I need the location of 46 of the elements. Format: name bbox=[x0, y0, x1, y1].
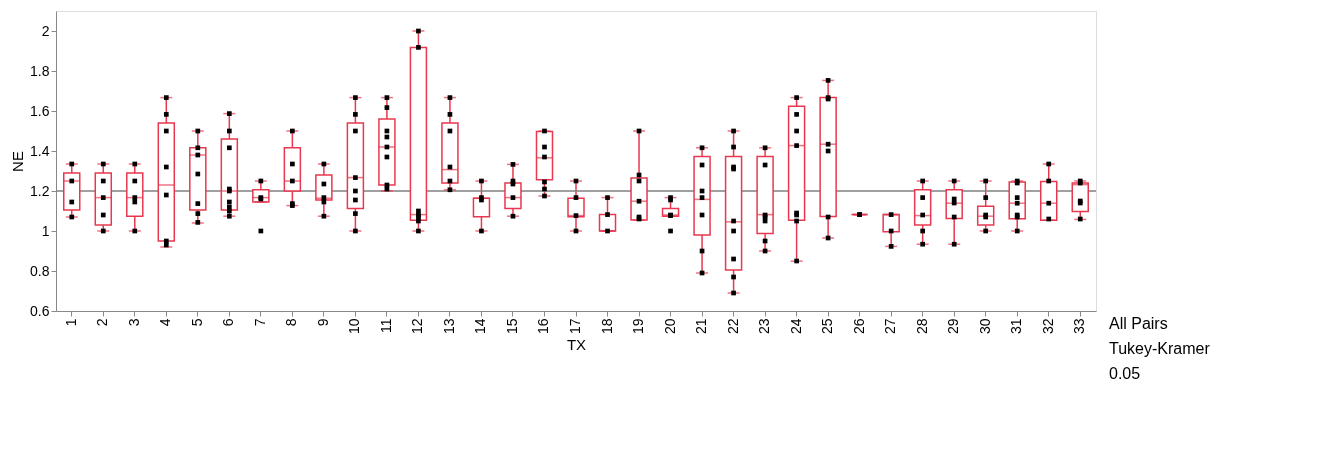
y-tick-label: 2 bbox=[41, 22, 50, 39]
x-tick-label: 9 bbox=[314, 318, 331, 327]
x-tick-label: 3 bbox=[125, 318, 142, 327]
x-tick-label: 21 bbox=[693, 318, 710, 335]
text: 0.05 bbox=[1109, 365, 1141, 382]
text: All Pairs bbox=[1109, 315, 1168, 332]
y-tick-label: 0.6 bbox=[30, 302, 50, 319]
x-tick-label: 5 bbox=[188, 318, 205, 327]
text: Tukey-Kramer bbox=[1109, 340, 1211, 357]
y-axis-title: NE bbox=[9, 151, 27, 172]
y-tick-label: 0.8 bbox=[30, 262, 50, 279]
x-tick-label: 17 bbox=[567, 318, 583, 335]
x-tick-label: 20 bbox=[661, 318, 678, 335]
x-tick-label: 16 bbox=[535, 318, 552, 335]
x-tick-label: 6 bbox=[220, 318, 237, 327]
x-tick-label: 24 bbox=[787, 318, 804, 335]
x-tick-label: 15 bbox=[503, 318, 520, 335]
x-tick-label: 4 bbox=[157, 318, 174, 327]
x-tick-label: 30 bbox=[976, 318, 993, 335]
x-tick-label: 33 bbox=[1071, 318, 1088, 335]
x-tick-label: 19 bbox=[630, 318, 647, 335]
x-tick-label: 11 bbox=[377, 318, 394, 334]
x-tick-label: 32 bbox=[1039, 318, 1056, 335]
x-tick-label: 14 bbox=[472, 318, 489, 335]
x-tick-label: 13 bbox=[440, 318, 457, 335]
x-tick-label: 23 bbox=[756, 318, 773, 335]
x-tick-label: 28 bbox=[913, 318, 930, 335]
x-tick-label: 8 bbox=[283, 318, 300, 327]
y-tick-label: 1.8 bbox=[30, 62, 50, 79]
y-tick-label: 1 bbox=[41, 222, 50, 239]
x-tick-label: 26 bbox=[850, 318, 867, 335]
x-tick-label: 2 bbox=[94, 318, 111, 327]
x-tick-label: 10 bbox=[346, 318, 363, 335]
y-tick-label: 1.6 bbox=[30, 102, 50, 119]
x-tick-label: 29 bbox=[945, 318, 962, 335]
y-tick-label: 1.4 bbox=[30, 142, 50, 159]
x-tick-label: 12 bbox=[409, 318, 426, 335]
x-tick-label: 31 bbox=[1008, 318, 1025, 335]
x-axis-title: TX bbox=[566, 336, 587, 354]
x-tick-label: 22 bbox=[724, 318, 741, 335]
x-tick-label: 25 bbox=[819, 318, 836, 335]
x-tick-label: 7 bbox=[251, 318, 268, 327]
x-tick-label: 1 bbox=[62, 318, 79, 327]
y-tick-label: 1.2 bbox=[30, 182, 50, 199]
x-tick-label: 18 bbox=[598, 318, 615, 335]
x-tick-label: 27 bbox=[882, 318, 899, 335]
